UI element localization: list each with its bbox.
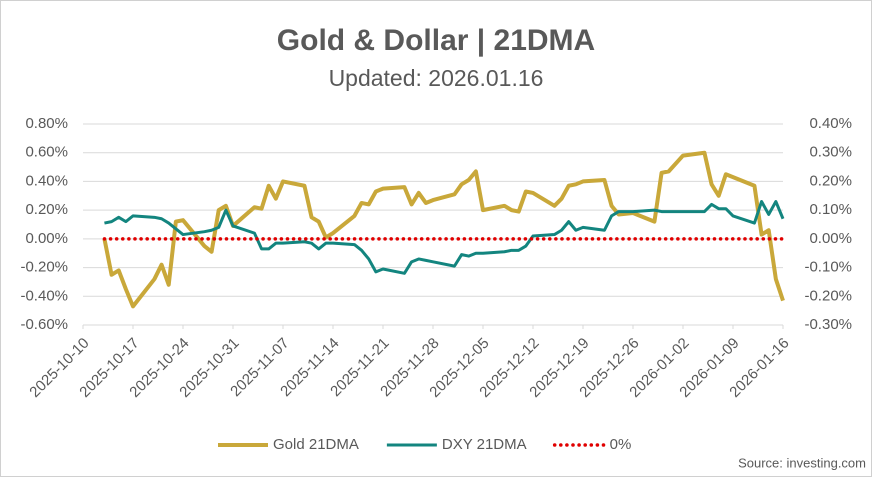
y2-tick-label: -0.20% (804, 287, 852, 304)
legend-label: Gold 21DMA (273, 436, 359, 453)
y-tick-label: -0.20% (20, 259, 68, 276)
y2-tick-label: 0.10% (809, 201, 852, 218)
y-tick-label: -0.40% (20, 287, 68, 304)
y2-tick-label: 0.00% (809, 230, 852, 247)
source-note: Source: investing.com (738, 455, 866, 470)
y2-tick-label: 0.30% (809, 144, 852, 161)
series-line (104, 200, 785, 275)
y-tick-label: -0.60% (20, 316, 68, 333)
y2-tick-label: 0.40% (809, 115, 852, 132)
y-tick-label: 0.80% (25, 115, 68, 132)
legend-label: DXY 21DMA (442, 436, 527, 453)
y2-tick-label: -0.30% (804, 316, 852, 333)
series-line (102, 150, 785, 309)
y2-tick-label: 0.20% (809, 172, 852, 189)
y-tick-label: 0.40% (25, 172, 68, 189)
chart-title: Gold & Dollar | 21DMA (277, 24, 595, 57)
chart-subtitle: Updated: 2026.01.16 (329, 65, 544, 91)
y-tick-label: 0.60% (25, 144, 68, 161)
legend-label: 0% (610, 436, 632, 453)
y-tick-label: 0.20% (25, 201, 68, 218)
y2-tick-label: -0.10% (804, 259, 852, 276)
y-tick-label: 0.00% (25, 230, 68, 247)
